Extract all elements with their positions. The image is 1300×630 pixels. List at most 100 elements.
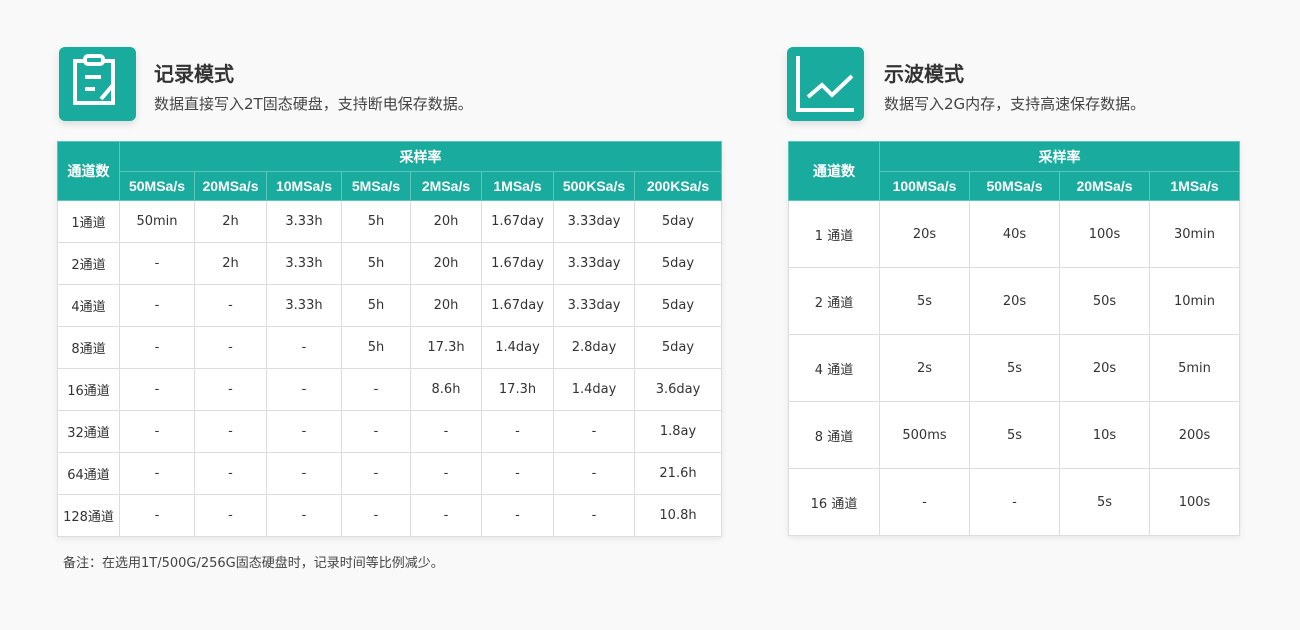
- duration-cell: -: [194, 494, 267, 537]
- duration-cell: 5day: [634, 242, 722, 285]
- table-row: 8 通道 500ms 5s 10s 200s: [788, 401, 1240, 469]
- duration-cell: 5s: [969, 334, 1060, 402]
- channel-cell: 16 通道: [788, 468, 880, 536]
- rate-column-header: 10MSa/s: [266, 171, 342, 201]
- duration-cell: 21.6h: [634, 452, 722, 495]
- duration-cell: 20h: [410, 284, 482, 327]
- duration-cell: 20s: [969, 267, 1060, 335]
- channel-cell: 1通道: [57, 200, 120, 243]
- duration-cell: 2h: [194, 242, 267, 285]
- duration-cell: -: [879, 468, 970, 536]
- duration-cell: 8.6h: [410, 368, 482, 411]
- record-table: 通道数 采样率 50MSa/s 20MSa/s 10MSa/s 5MSa/s 2MSa/s 1…: [57, 141, 722, 537]
- channel-cell: 4通道: [57, 284, 120, 327]
- channel-cell: 2 通道: [788, 267, 880, 335]
- duration-cell: -: [266, 326, 342, 369]
- duration-cell: -: [553, 410, 635, 453]
- table-row: 4 通道 2s 5s 20s 5min: [788, 334, 1240, 402]
- channel-header: 通道数: [57, 141, 120, 201]
- duration-cell: 20s: [879, 200, 970, 268]
- duration-cell: -: [119, 284, 195, 327]
- duration-cell: -: [194, 410, 267, 453]
- channel-cell: 8通道: [57, 326, 120, 369]
- duration-cell: 1.67day: [481, 242, 554, 285]
- rate-column-header: 500KSa/s: [553, 171, 635, 201]
- duration-cell: -: [194, 452, 267, 495]
- duration-cell: -: [119, 326, 195, 369]
- channel-cell: 64通道: [57, 452, 120, 495]
- rate-column-header: 50MSa/s: [119, 171, 195, 201]
- duration-cell: 5h: [341, 242, 411, 285]
- duration-cell: 5h: [341, 326, 411, 369]
- rate-column-header: 20MSa/s: [1059, 171, 1150, 201]
- duration-cell: -: [341, 494, 411, 537]
- duration-cell: -: [341, 368, 411, 411]
- scope-table: 通道数 采样率 100MSa/s 50MSa/s 20MSa/s 1MSa/s 1 通道 2…: [788, 141, 1240, 536]
- duration-cell: -: [119, 494, 195, 537]
- duration-cell: 17.3h: [410, 326, 482, 369]
- channel-header: 通道数: [788, 141, 880, 201]
- duration-cell: -: [266, 410, 342, 453]
- duration-cell: 3.33h: [266, 242, 342, 285]
- duration-cell: -: [410, 410, 482, 453]
- duration-cell: 5day: [634, 200, 722, 243]
- duration-cell: 5s: [969, 401, 1060, 469]
- duration-cell: 5day: [634, 326, 722, 369]
- duration-cell: -: [481, 410, 554, 453]
- duration-cell: 2.8day: [553, 326, 635, 369]
- channel-cell: 16通道: [57, 368, 120, 411]
- rate-column-header: 2MSa/s: [410, 171, 482, 201]
- duration-cell: 200s: [1149, 401, 1240, 469]
- duration-cell: 3.33day: [553, 284, 635, 327]
- duration-cell: 30min: [1149, 200, 1240, 268]
- duration-cell: 3.33day: [553, 242, 635, 285]
- table-row: 32通道 - - - - - - -1.8ay: [57, 410, 722, 453]
- duration-cell: 5h: [341, 200, 411, 243]
- table-row: 1 通道 20s 40s 100s 30min: [788, 200, 1240, 268]
- table-row: 128通道 - - - - - - -10.8h: [57, 494, 722, 537]
- duration-cell: 2h: [194, 200, 267, 243]
- duration-cell: -: [553, 494, 635, 537]
- duration-cell: 10min: [1149, 267, 1240, 335]
- duration-cell: 20h: [410, 200, 482, 243]
- duration-cell: -: [410, 494, 482, 537]
- rate-column-header: 1MSa/s: [1149, 171, 1240, 201]
- channel-cell: 32通道: [57, 410, 120, 453]
- table-row: 2通道 -2h 3.33h 5h 20h 1.67day 3.33day 5day: [57, 242, 722, 285]
- rate-header: 采样率: [879, 141, 1240, 172]
- duration-cell: -: [410, 452, 482, 495]
- line-chart-icon: [787, 47, 864, 121]
- duration-cell: 1.67day: [481, 200, 554, 243]
- table-row: 1通道 50min 2h 3.33h 5h 20h 1.67day 3.33day 5day: [57, 200, 722, 243]
- duration-cell: 3.33h: [266, 200, 342, 243]
- channel-cell: 2通道: [57, 242, 120, 285]
- table-row: 16通道 - - - -8.6h 17.3h 1.4day 3.6day: [57, 368, 722, 411]
- duration-cell: 5s: [879, 267, 970, 335]
- duration-cell: 2s: [879, 334, 970, 402]
- rate-column-header: 100MSa/s: [879, 171, 970, 201]
- duration-cell: 500ms: [879, 401, 970, 469]
- channel-cell: 8 通道: [788, 401, 880, 469]
- duration-cell: 20s: [1059, 334, 1150, 402]
- duration-cell: -: [266, 494, 342, 537]
- duration-cell: 20h: [410, 242, 482, 285]
- table-row: 64通道 - - - - - - -21.6h: [57, 452, 722, 495]
- duration-cell: 10.8h: [634, 494, 722, 537]
- duration-cell: -: [553, 452, 635, 495]
- rate-header: 采样率: [119, 141, 722, 172]
- duration-cell: -: [266, 368, 342, 411]
- duration-cell: 3.33h: [266, 284, 342, 327]
- record-title: 记录模式: [154, 62, 234, 86]
- duration-cell: -: [194, 368, 267, 411]
- duration-cell: 1.4day: [553, 368, 635, 411]
- duration-cell: -: [341, 410, 411, 453]
- table-row: 8通道 - - -5h 17.3h 1.4day 2.8day 5day: [57, 326, 722, 369]
- duration-cell: -: [481, 494, 554, 537]
- duration-cell: 3.6day: [634, 368, 722, 411]
- rate-column-header: 1MSa/s: [481, 171, 554, 201]
- duration-cell: 5min: [1149, 334, 1240, 402]
- record-subtitle: 数据直接写入2T固态硬盘，支持断电保存数据。: [154, 95, 473, 113]
- duration-cell: -: [969, 468, 1060, 536]
- duration-cell: -: [119, 410, 195, 453]
- rate-column-header: 5MSa/s: [341, 171, 411, 201]
